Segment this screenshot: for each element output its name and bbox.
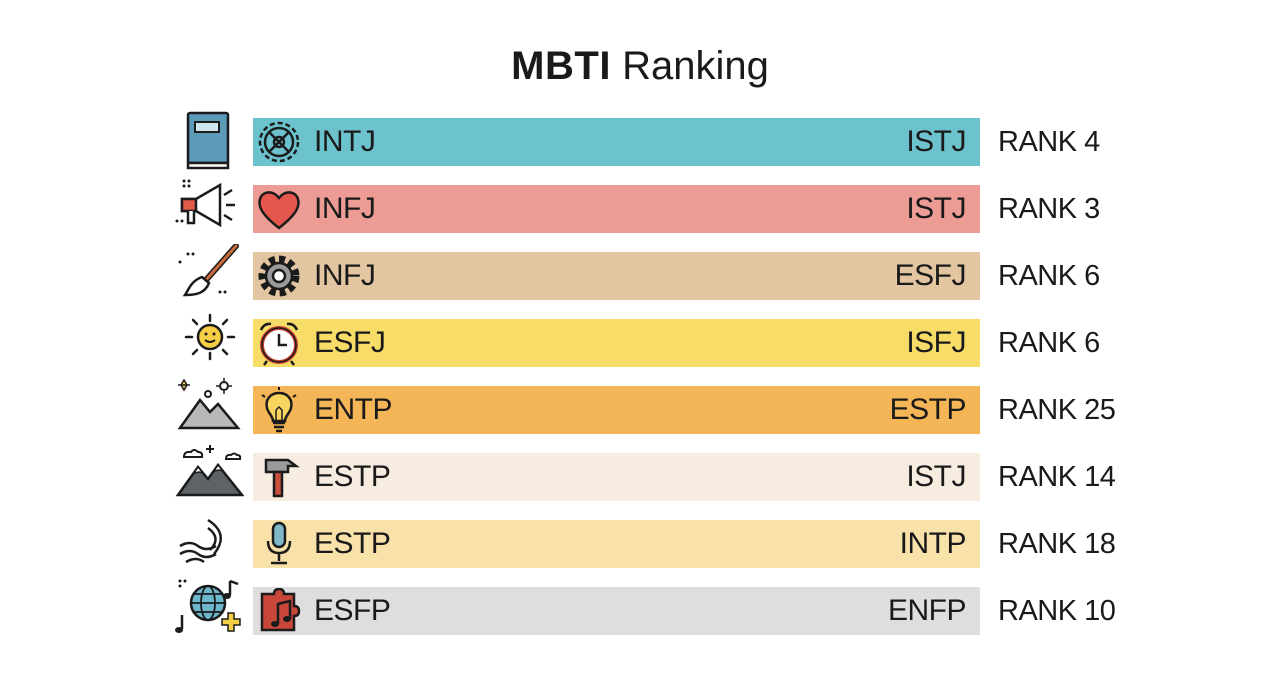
gear-icon (256, 253, 302, 299)
type-right: ISTJ (906, 125, 966, 158)
gear-wheel-icon (256, 119, 302, 165)
sun-icon (172, 311, 244, 373)
title-bold: MBTI (511, 44, 611, 88)
book-icon (172, 110, 244, 172)
mountains-icon (172, 445, 244, 507)
type-right: INTP (899, 527, 967, 560)
ranking-bar: ESTP ISTJ (253, 453, 980, 501)
ranking-bar: INFJ ESFJ (253, 252, 980, 300)
type-right: ISTJ (906, 460, 966, 493)
ranking-bar: ESTP INTP (253, 520, 980, 568)
mountain-sparkle-icon (172, 378, 244, 440)
sound-wave-icon (172, 512, 244, 574)
rank-label: RANK 3 (998, 193, 1100, 225)
microphone-icon (256, 521, 302, 567)
rank-label: RANK 6 (998, 260, 1100, 292)
rank-label: RANK 18 (998, 528, 1116, 560)
megaphone-icon (172, 177, 244, 239)
ranking-row: INFJ ISTJ RANK 3 (0, 179, 1280, 233)
type-left: ESTP (314, 527, 391, 560)
ranking-row: ENTP ESTP RANK 25 (0, 378, 1280, 434)
ranking-bar: ESFJ ISFJ (253, 319, 980, 367)
rank-label: RANK 6 (998, 327, 1100, 359)
ranking-row: ESFJ ISFJ RANK 6 (0, 313, 1280, 367)
type-right: ISFJ (906, 326, 966, 359)
rank-label: RANK 25 (998, 394, 1116, 426)
alarm-clock-icon (256, 320, 302, 366)
title-regular: Ranking (622, 44, 769, 88)
puzzle-music-icon (256, 588, 302, 634)
type-right: ESTP (889, 393, 967, 426)
type-left: ESTP (314, 460, 391, 493)
hammer-icon (256, 454, 302, 500)
type-right: ENFP (887, 594, 967, 627)
ranking-row: ESFP ENFP RANK 10 (0, 579, 1280, 635)
paintbrush-icon (172, 244, 244, 306)
type-left: ESFP (314, 594, 391, 627)
heart-icon (256, 186, 302, 232)
type-left: ESFJ (314, 326, 386, 359)
type-right: ESFJ (894, 259, 967, 292)
ranking-row: INTJ ISTJ RANK 4 (0, 111, 1280, 170)
ranking-row: ESTP ISTJ RANK 14 (0, 445, 1280, 501)
rank-label: RANK 4 (998, 126, 1100, 158)
type-left: INFJ (314, 192, 376, 225)
ranking-bar: ESFP ENFP (253, 587, 980, 635)
type-right: ISTJ (906, 192, 966, 225)
rank-label: RANK 14 (998, 461, 1116, 493)
type-left: INTJ (314, 125, 376, 158)
ranking-bar: INFJ ISTJ (253, 185, 980, 233)
ranking-bar: ENTP ESTP (253, 386, 980, 434)
ranking-bar: INTJ ISTJ (253, 118, 980, 166)
globe-music-icon (172, 579, 244, 641)
type-left: INFJ (314, 259, 376, 292)
page-title: MBTI Ranking (0, 38, 1280, 94)
lightbulb-icon (256, 387, 302, 433)
rank-label: RANK 10 (998, 595, 1116, 627)
ranking-row: INFJ ESFJ RANK 6 (0, 244, 1280, 300)
ranking-row: ESTP INTP RANK 18 (0, 518, 1280, 568)
type-left: ENTP (314, 393, 393, 426)
